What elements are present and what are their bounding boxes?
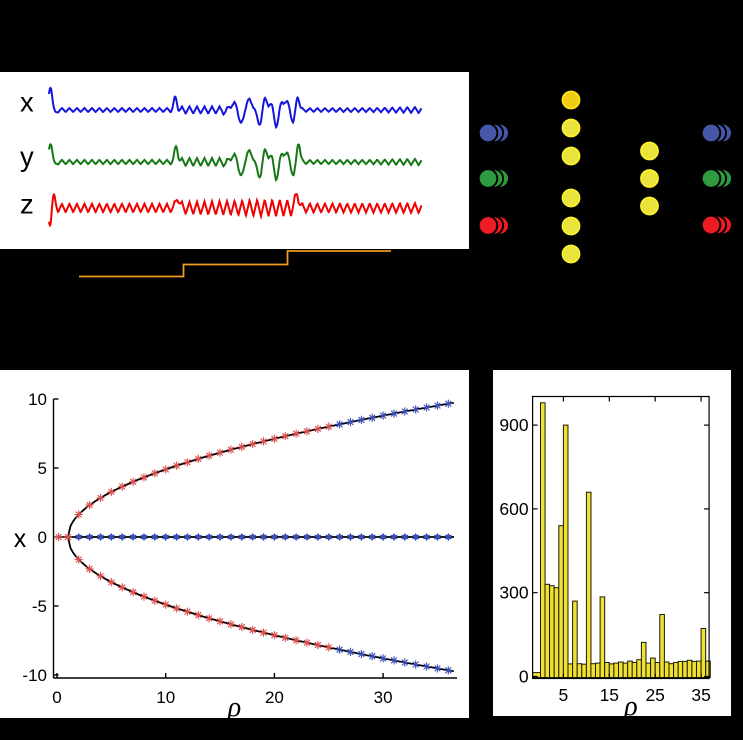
svg-text:ρ: ρ bbox=[624, 690, 638, 716]
svg-text:-10: -10 bbox=[22, 666, 47, 685]
svg-text:0: 0 bbox=[52, 688, 61, 707]
svg-text:600: 600 bbox=[500, 498, 529, 518]
svg-text:0: 0 bbox=[38, 528, 47, 547]
svg-text:35: 35 bbox=[692, 684, 711, 704]
svg-text:25: 25 bbox=[646, 684, 665, 704]
svg-text:5: 5 bbox=[559, 684, 569, 704]
svg-text:30: 30 bbox=[374, 688, 393, 707]
svg-text:y: y bbox=[20, 141, 34, 172]
svg-text:300: 300 bbox=[500, 582, 529, 602]
svg-text:x: x bbox=[14, 525, 27, 553]
svg-text:15: 15 bbox=[600, 684, 619, 704]
svg-text:20: 20 bbox=[265, 688, 284, 707]
svg-text:0: 0 bbox=[519, 666, 529, 686]
svg-text:10: 10 bbox=[156, 688, 175, 707]
svg-text:900: 900 bbox=[500, 415, 529, 435]
svg-text:10: 10 bbox=[28, 390, 47, 409]
svg-text:ρ: ρ bbox=[227, 692, 241, 718]
svg-text:x: x bbox=[20, 87, 34, 118]
svg-text:-5: -5 bbox=[32, 597, 47, 616]
svg-text:5: 5 bbox=[38, 459, 47, 478]
svg-text:z: z bbox=[20, 188, 34, 219]
